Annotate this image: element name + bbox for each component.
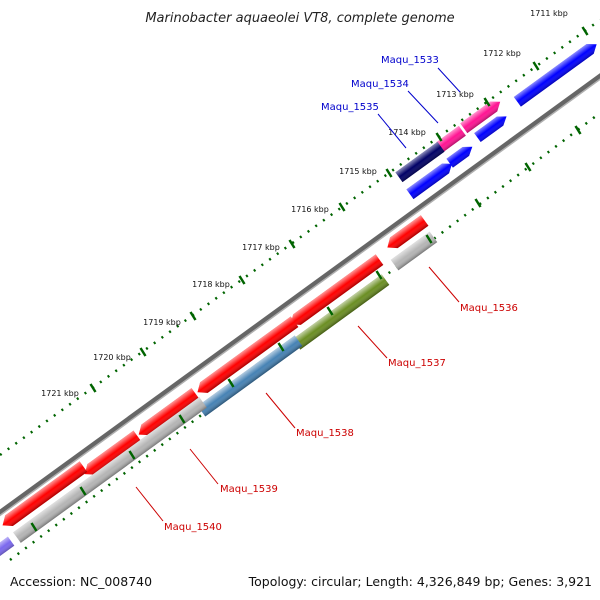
- feature-red-1: [387, 215, 429, 249]
- gene-label: Maqu_1535: [321, 102, 379, 113]
- genome-summary-text: Topology: circular; Length: 4,326,849 bp…: [248, 574, 592, 589]
- gene-label: Maqu_1536: [460, 303, 518, 314]
- tick-label: 1713 kbp: [436, 90, 474, 99]
- gene-label: Maqu_1540: [164, 522, 222, 533]
- feature-red-6: [2, 461, 88, 526]
- tick-mark: [338, 202, 346, 212]
- tick-mark: [277, 342, 285, 352]
- feature-blue-4: [406, 163, 453, 200]
- tick-mark: [79, 486, 87, 496]
- outer-tick-ring: [0, 18, 600, 457]
- tick-mark: [524, 162, 532, 172]
- feature-navy: [395, 141, 445, 183]
- feature-purple: [0, 536, 15, 558]
- tick-mark: [375, 270, 383, 280]
- feature-gray-2: [13, 397, 207, 543]
- tick-mark: [532, 61, 540, 71]
- tick-label: 1711 kbp: [530, 9, 568, 18]
- tick-mark: [435, 132, 443, 142]
- tick-mark: [227, 378, 235, 388]
- tick-label: 1721 kbp: [41, 389, 79, 398]
- tick-mark: [581, 26, 589, 36]
- tick-mark: [574, 125, 582, 135]
- tick-label: 1720 kbp: [93, 353, 131, 362]
- gene-label: Maqu_1539: [220, 484, 278, 495]
- tick-label: 1716 kbp: [291, 205, 329, 214]
- feature-gray-1: [390, 231, 438, 271]
- tick-label: 1714 kbp: [388, 128, 426, 137]
- tick-mark: [30, 522, 38, 532]
- feature-olive: [292, 274, 390, 350]
- gene-label: Maqu_1533: [381, 55, 439, 66]
- label-leader-line: [377, 113, 407, 149]
- label-leader-line: [189, 448, 219, 485]
- tick-mark: [483, 97, 491, 107]
- tick-mark: [139, 347, 147, 357]
- feature-red-4: [138, 388, 200, 436]
- tick-mark: [385, 168, 393, 178]
- feature-red-3: [197, 316, 299, 393]
- feature-blue-2: [474, 116, 507, 143]
- label-leader-line: [357, 325, 388, 359]
- gene-label: Maqu_1537: [388, 358, 446, 369]
- accession-text: Accession: NC_008740: [10, 574, 152, 589]
- label-leader-line: [135, 486, 164, 522]
- feature-red-5: [84, 430, 142, 475]
- tick-mark: [474, 198, 482, 208]
- label-leader-line: [437, 67, 461, 93]
- tick-label: 1712 kbp: [483, 49, 521, 58]
- feature-pink-2: [436, 125, 466, 153]
- label-leader-line: [428, 266, 460, 303]
- feature-pink-1: [460, 101, 501, 134]
- gene-label: Maqu_1534: [351, 79, 409, 90]
- tick-label: 1719 kbp: [143, 318, 181, 327]
- tick-mark: [238, 275, 246, 285]
- gene-label: Maqu_1538: [296, 428, 354, 439]
- feature-blue-3: [446, 146, 473, 168]
- tick-mark: [326, 306, 334, 316]
- label-leader-line: [265, 392, 296, 429]
- tick-mark: [89, 383, 97, 393]
- tick-label: 1715 kbp: [339, 167, 377, 176]
- tick-mark: [288, 239, 296, 249]
- tick-label: 1717 kbp: [242, 243, 280, 252]
- feature-red-2: [290, 254, 384, 325]
- label-leader-line: [407, 90, 439, 124]
- tick-mark: [425, 234, 433, 244]
- feature-blue-1: [513, 44, 597, 107]
- tick-label: 1718 kbp: [192, 280, 230, 289]
- feature-steelblue: [197, 335, 303, 417]
- tick-mark: [178, 414, 186, 424]
- tick-mark: [189, 311, 197, 321]
- backbone: [0, 73, 600, 517]
- tick-mark: [128, 450, 136, 460]
- map-title: Marinobacter aquaeolei VT8, complete gen…: [145, 11, 454, 26]
